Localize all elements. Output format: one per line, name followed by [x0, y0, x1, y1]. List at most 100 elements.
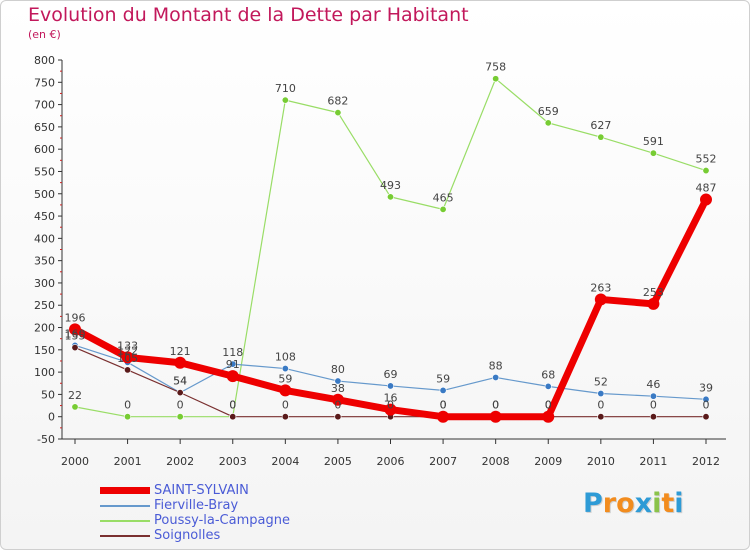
data-label: 0 — [334, 399, 341, 412]
data-point — [176, 413, 184, 421]
data-point — [124, 413, 132, 421]
logo-letter: i — [674, 488, 684, 519]
data-label: 38 — [331, 382, 345, 395]
x-tick-label: 2009 — [534, 455, 562, 468]
x-tick-label: 2004 — [271, 455, 299, 468]
y-tick-label: 500 — [34, 188, 55, 201]
data-label: 196 — [65, 311, 86, 324]
data-point — [649, 413, 657, 421]
data-point — [492, 373, 500, 381]
legend-swatch — [100, 487, 150, 494]
data-point — [174, 356, 187, 369]
data-point — [702, 167, 710, 175]
data-label: 122 — [117, 344, 138, 357]
data-label: 88 — [489, 359, 503, 372]
x-tick-label: 2001 — [114, 455, 142, 468]
chart-subtitle: (en €) — [28, 28, 61, 41]
logo-letter: i — [652, 488, 662, 519]
data-label: 0 — [124, 399, 131, 412]
logo-letter: x — [634, 488, 653, 519]
logo-letter: t — [661, 488, 675, 519]
data-label: 108 — [275, 351, 296, 364]
data-label: 46 — [646, 378, 660, 391]
data-label: 0 — [229, 399, 236, 412]
y-tick-label: 50 — [41, 388, 55, 401]
data-label: 80 — [331, 363, 345, 376]
x-tick-label: 2011 — [639, 455, 667, 468]
data-point — [281, 96, 289, 104]
data-point — [386, 382, 394, 390]
data-label: 54 — [173, 375, 187, 388]
data-label: 0 — [650, 399, 657, 412]
y-tick-label: 800 — [34, 54, 55, 67]
data-point — [69, 323, 81, 336]
legend-swatch — [100, 534, 150, 537]
data-point — [384, 403, 397, 416]
data-label: 0 — [229, 399, 236, 412]
data-label: 710 — [275, 82, 296, 95]
data-point — [542, 410, 555, 423]
data-label: 263 — [590, 281, 611, 294]
data-point — [649, 392, 657, 400]
data-point — [334, 109, 342, 117]
data-label: 552 — [696, 153, 717, 166]
data-label: 39 — [699, 381, 713, 394]
x-tick-label: 2000 — [61, 455, 89, 468]
data-point — [597, 133, 605, 141]
data-label: 0 — [597, 399, 604, 412]
data-point — [229, 413, 237, 421]
proxiti-logo: Proxiti — [583, 488, 684, 519]
data-point — [121, 351, 134, 364]
data-point — [176, 389, 184, 397]
x-tick-label: 2008 — [482, 455, 510, 468]
legend-item: Fierville-Bray — [100, 498, 290, 513]
data-point — [439, 205, 447, 213]
data-label: 121 — [170, 345, 191, 358]
data-point — [489, 410, 502, 423]
data-point — [281, 413, 289, 421]
legend-swatch — [100, 519, 150, 522]
data-label: 52 — [594, 376, 608, 389]
data-label: 659 — [538, 105, 559, 118]
legend-label: SAINT-SYLVAIN — [154, 483, 249, 498]
data-label: 0 — [492, 399, 499, 412]
data-point — [279, 384, 292, 397]
data-label: 627 — [590, 119, 611, 132]
x-tick-label: 2005 — [324, 455, 352, 468]
data-point — [229, 360, 237, 368]
y-tick-label: 750 — [34, 76, 55, 89]
logo-letter: r — [602, 488, 617, 519]
legend: SAINT-SYLVAIN Fierville-Bray Poussy-la-Cam… — [100, 483, 290, 543]
x-tick-label: 2003 — [219, 455, 247, 468]
series-line-2 — [74, 78, 707, 418]
data-point — [492, 75, 500, 83]
data-label: 0 — [545, 399, 552, 412]
data-point — [597, 390, 605, 398]
data-point — [71, 344, 79, 352]
x-tick-label: 2012 — [692, 455, 720, 468]
data-point — [226, 370, 239, 383]
logo-letter: P — [583, 488, 603, 519]
chart-title: Evolution du Montant de la Dette par Hab… — [28, 4, 469, 26]
data-point — [647, 297, 660, 310]
data-label: 758 — [485, 61, 506, 74]
data-label: 133 — [117, 339, 138, 352]
legend-label: Fierville-Bray — [154, 498, 239, 513]
legend-label: Poussy-la-Campagne — [154, 513, 290, 528]
data-point — [700, 193, 712, 206]
data-label: 105 — [117, 352, 138, 365]
data-label: 118 — [222, 346, 243, 359]
data-point — [334, 413, 342, 421]
data-point — [334, 377, 342, 385]
data-point — [544, 382, 552, 390]
x-tick-label: 2007 — [429, 455, 457, 468]
y-tick-label: 450 — [34, 210, 55, 223]
y-tick-label: 350 — [34, 255, 55, 268]
data-label: 493 — [380, 179, 401, 192]
data-point — [594, 293, 607, 306]
legend-label: Soignolles — [154, 528, 221, 543]
y-tick-label: 600 — [34, 143, 55, 156]
logo-letter: o — [616, 488, 635, 519]
y-tick-label: 300 — [34, 277, 55, 290]
